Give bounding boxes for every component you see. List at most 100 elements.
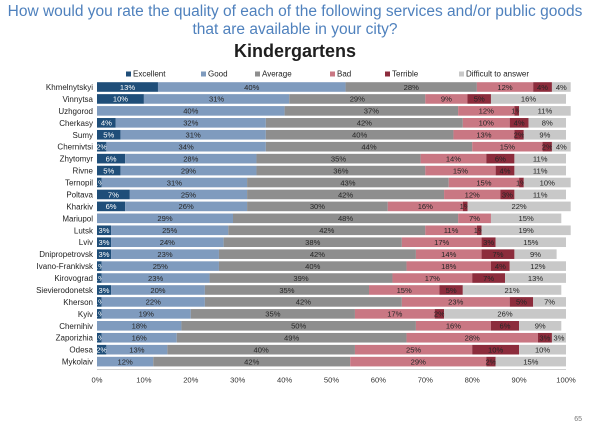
bar-mariupol-average <box>233 213 459 224</box>
data-label: 7% <box>544 298 555 307</box>
bar-mykolaiv-bad <box>350 356 487 367</box>
data-label: 4% <box>514 119 525 128</box>
data-label: 42% <box>319 226 334 235</box>
category-label-zaporizhia: Zaporizhia <box>56 334 94 343</box>
bar-lutsk-terrible <box>476 225 482 236</box>
bar-vinnytsa-excellent <box>97 94 144 104</box>
data-label: 42% <box>310 250 325 259</box>
bar-uzhgorod-terrible <box>514 106 520 116</box>
bar-khmelnytskyi-excellent <box>97 82 158 92</box>
x-tick-label: 100% <box>556 376 576 385</box>
bar-kirovograd-average <box>209 273 393 283</box>
data-label: 31% <box>167 178 182 187</box>
x-tick-label: 30% <box>230 376 245 385</box>
bar-odesa-terrible <box>472 344 520 355</box>
data-label: 15% <box>523 238 538 247</box>
data-label: 32% <box>183 119 198 128</box>
data-label: 17% <box>387 310 402 319</box>
data-label: 19% <box>519 226 534 235</box>
bar-rivne-excellent <box>97 165 121 176</box>
data-label: 15% <box>397 286 412 295</box>
category-label-sievierodonetsk: Sievierodonetsk <box>36 286 94 295</box>
data-label: 3% <box>483 238 494 247</box>
bar-chernihiv-average <box>181 321 416 331</box>
bar-poltava-bad <box>444 189 501 200</box>
bar-poltava-excellent <box>97 189 130 200</box>
legend-swatch-average <box>255 71 260 77</box>
bar-sievierodonetsk-average <box>204 285 370 295</box>
category-label-lviv: Lviv <box>79 238 93 247</box>
data-label: 19% <box>139 310 154 319</box>
bar-khmelnytskyi-good <box>157 82 346 92</box>
data-label: 10% <box>479 119 494 128</box>
bar-kherson-good <box>101 297 205 307</box>
data-label: 25% <box>181 190 196 199</box>
data-label: 2% <box>434 310 445 319</box>
bar-sievierodonetsk-excellent <box>97 285 112 295</box>
data-label: 3% <box>539 334 550 343</box>
bar-lutsk-excellent <box>97 225 112 236</box>
bar-kirovograd-excellent <box>97 273 102 283</box>
data-label: 30% <box>310 202 325 211</box>
bar-chernivtsi-bad <box>472 141 543 152</box>
bar-vinnytsa-bad <box>425 94 468 104</box>
bar-kherson-excellent <box>97 297 102 307</box>
data-label: 8% <box>542 119 553 128</box>
data-label: 23% <box>157 250 172 259</box>
bar-sievierodonetsk-bad <box>369 285 440 295</box>
bar-vinnytsa-good <box>143 94 290 104</box>
bar-chernivtsi-terrible <box>542 141 552 152</box>
bar-kherson-terrible <box>509 297 534 307</box>
bar-kyiv-excellent <box>97 309 102 319</box>
bar-uzhgorod-bad <box>458 106 515 116</box>
bar-lviv-excellent <box>97 237 112 248</box>
legend-swatch-difficult-to-answer <box>459 71 464 77</box>
data-label: 42% <box>338 190 353 199</box>
bar-kirovograd-difficult-to-answer <box>505 273 566 283</box>
bar-lviv-average <box>223 237 402 248</box>
data-label: 4% <box>495 262 506 271</box>
data-label: 4% <box>556 143 567 152</box>
question-text: How would you rate the quality of each o… <box>7 3 583 38</box>
x-tick-label: 60% <box>371 376 386 385</box>
data-label: 3% <box>99 226 110 235</box>
category-label-mariupol: Mariupol <box>62 214 93 223</box>
data-label: 4% <box>500 166 511 175</box>
category-label-khmelnytskyi: Khmelnytskyi <box>46 83 93 92</box>
bar-zaporizhia-difficult-to-answer <box>551 332 566 343</box>
data-label: 2% <box>96 143 107 152</box>
category-label-kherson: Kherson <box>63 298 93 307</box>
data-label: 18% <box>441 262 456 271</box>
data-label: 1% <box>460 202 471 211</box>
bar-ivano-frankivsk-average <box>218 261 407 271</box>
data-label: 26% <box>179 202 194 211</box>
bar-khmelnytskyi-difficult-to-answer <box>551 82 571 92</box>
x-tick-label: 50% <box>324 376 339 385</box>
data-label: 1% <box>474 226 485 235</box>
legend-label-excellent: Excellent <box>133 70 166 79</box>
bar-sievierodonetsk-terrible <box>439 285 463 295</box>
legend-swatch-bad <box>330 71 335 77</box>
data-label: 40% <box>183 107 198 116</box>
bar-kharkiv-bad <box>387 201 463 212</box>
data-label: 23% <box>448 298 463 307</box>
data-label: 17% <box>434 238 449 247</box>
category-label-kyiv: Kyiv <box>78 310 93 319</box>
data-label: 42% <box>357 119 372 128</box>
x-axis: 0% 10% 20% 30% 40% 50% 60% 70% 80% 90% 100% <box>92 369 576 385</box>
bar-odesa-difficult-to-answer <box>519 344 566 355</box>
data-label: 2% <box>542 143 553 152</box>
bar-cherkasy-bad <box>462 118 510 128</box>
bar-chernihiv-difficult-to-answer <box>519 321 562 331</box>
data-label: 16% <box>418 202 433 211</box>
data-label: 22% <box>511 202 526 211</box>
bar-uzhgorod-average <box>284 106 459 116</box>
data-label: 10% <box>540 178 555 187</box>
data-label: 3% <box>502 190 513 199</box>
bar-chernihiv-good <box>97 321 182 331</box>
x-tick-label: 90% <box>511 376 526 385</box>
bar-zhytomyr-bad <box>420 153 487 164</box>
bar-khmelnytskyi-average <box>345 82 477 92</box>
data-label: 11% <box>444 226 459 235</box>
bar-cherkasy-difficult-to-answer <box>528 118 566 128</box>
